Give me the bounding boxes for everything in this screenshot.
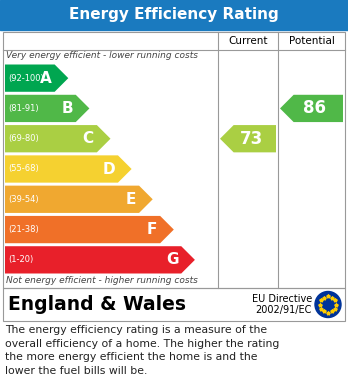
Text: G: G	[166, 252, 178, 267]
Text: (21-38): (21-38)	[8, 225, 39, 234]
Text: (92-100): (92-100)	[8, 74, 44, 83]
Text: (1-20): (1-20)	[8, 255, 33, 264]
Text: EU Directive: EU Directive	[252, 294, 312, 305]
Text: Potential: Potential	[288, 36, 334, 46]
Text: A: A	[40, 71, 52, 86]
Text: F: F	[147, 222, 157, 237]
Polygon shape	[5, 216, 174, 243]
Circle shape	[315, 292, 341, 317]
Text: (55-68): (55-68)	[8, 165, 39, 174]
Bar	[0, 0, 348, 30]
Text: England & Wales: England & Wales	[8, 295, 186, 314]
Polygon shape	[5, 65, 68, 92]
Text: B: B	[61, 101, 73, 116]
Polygon shape	[280, 95, 343, 122]
Text: The energy efficiency rating is a measure of the
overall efficiency of a home. T: The energy efficiency rating is a measur…	[5, 325, 279, 376]
Text: (81-91): (81-91)	[8, 104, 39, 113]
Polygon shape	[5, 186, 153, 213]
Text: D: D	[102, 161, 115, 176]
Polygon shape	[5, 246, 195, 273]
Text: 86: 86	[303, 99, 326, 117]
Polygon shape	[5, 95, 89, 122]
Text: E: E	[126, 192, 136, 207]
Polygon shape	[220, 125, 276, 152]
Polygon shape	[5, 155, 132, 183]
Text: 2002/91/EC: 2002/91/EC	[256, 305, 312, 314]
Text: Energy Efficiency Rating: Energy Efficiency Rating	[69, 7, 279, 23]
Bar	[3, 32, 345, 288]
Text: Current: Current	[228, 36, 268, 46]
Text: (39-54): (39-54)	[8, 195, 39, 204]
Text: (69-80): (69-80)	[8, 134, 39, 143]
Bar	[3, 288, 345, 321]
Text: C: C	[83, 131, 94, 146]
Text: Very energy efficient - lower running costs: Very energy efficient - lower running co…	[6, 51, 198, 60]
Polygon shape	[5, 125, 111, 152]
Text: Not energy efficient - higher running costs: Not energy efficient - higher running co…	[6, 276, 198, 285]
Text: 73: 73	[240, 130, 263, 148]
